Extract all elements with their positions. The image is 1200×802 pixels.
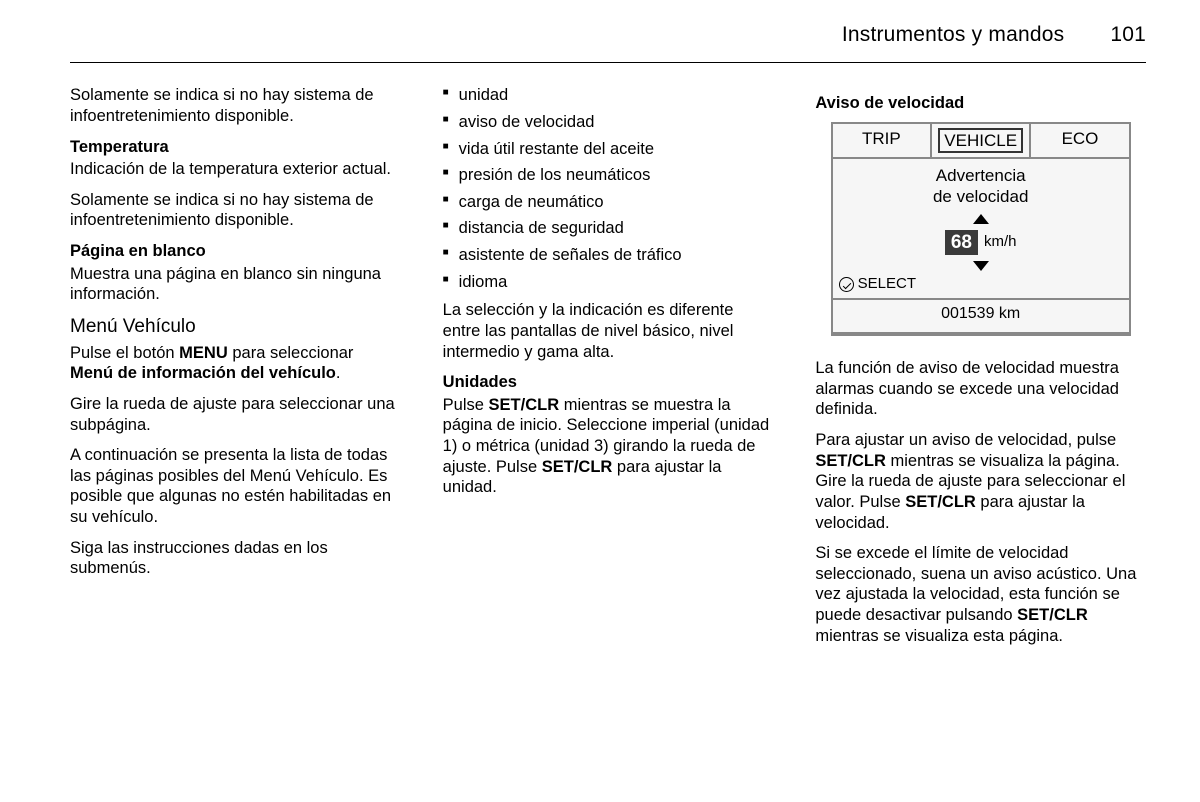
menu-button-label: MENU bbox=[179, 344, 228, 362]
heading-menu-vehiculo: Menú Vehículo bbox=[70, 315, 401, 339]
siga-instrucciones-text: Siga las instrucciones dadas en los subm… bbox=[70, 538, 401, 579]
check-icon bbox=[839, 277, 854, 292]
tab-trip: TRIP bbox=[833, 124, 932, 157]
list-item: asistente de señales de tráfico bbox=[443, 245, 774, 266]
display-title-2: de velocidad bbox=[833, 186, 1129, 207]
display-tabs: TRIP VEHICLE ECO bbox=[833, 124, 1129, 159]
unidades-text: Pulse SET/CLR mientras se muestra la pág… bbox=[443, 395, 774, 498]
lista-paginas-text: A continuación se presenta la lista de t… bbox=[70, 445, 401, 528]
display-illustration: TRIP VEHICLE ECO Advertencia de velocida… bbox=[815, 118, 1146, 340]
arrow-down-icon bbox=[973, 261, 989, 271]
arrow-up-icon bbox=[973, 214, 989, 224]
list-item: carga de neumático bbox=[443, 192, 774, 213]
heading-aviso-velocidad: Aviso de velocidad bbox=[815, 93, 1146, 114]
setclr-label: SET/CLR bbox=[905, 493, 976, 511]
select-label: SELECT bbox=[858, 275, 916, 294]
speed-unit: km/h bbox=[984, 233, 1017, 252]
intro-paragraph: Solamente se indica si no hay sistema de… bbox=[70, 85, 401, 126]
list-item: aviso de velocidad bbox=[443, 112, 774, 133]
gire-rueda-text: Gire la rueda de ajuste para seleccionar… bbox=[70, 394, 401, 435]
content-columns: Solamente se indica si no hay sistema de… bbox=[70, 85, 1146, 656]
temperatura-text-1: Indicación de la temperatura exterior ac… bbox=[70, 159, 401, 180]
list-item: idioma bbox=[443, 272, 774, 293]
setclr-label: SET/CLR bbox=[1017, 606, 1088, 624]
column-1: Solamente se indica si no hay sistema de… bbox=[70, 85, 401, 656]
setclr-label: SET/CLR bbox=[542, 458, 613, 476]
list-item: vida útil restante del aceite bbox=[443, 139, 774, 160]
aviso-funcion-text: La función de aviso de velocidad muestra… bbox=[815, 358, 1146, 420]
aviso-excede-text: Si se excede el límite de velocidad sele… bbox=[815, 543, 1146, 646]
page-header: Instrumentos y mandos 101 bbox=[70, 22, 1146, 63]
page-number: 101 bbox=[1110, 22, 1146, 48]
aviso-ajustar-text: Para ajustar un aviso de velocidad, puls… bbox=[815, 430, 1146, 533]
tab-eco: ECO bbox=[1031, 124, 1128, 157]
setclr-label: SET/CLR bbox=[489, 396, 560, 414]
list-item: presión de los neumáticos bbox=[443, 165, 774, 186]
menu-vehiculo-instruction: Pulse el botón MENU para seleccionar Men… bbox=[70, 343, 401, 384]
pagina-blanco-text: Muestra una página en blanco sin ninguna… bbox=[70, 264, 401, 305]
display-body: Advertencia de velocidad 68 km/h bbox=[833, 159, 1129, 334]
header-title: Instrumentos y mandos bbox=[842, 23, 1064, 46]
select-row: SELECT bbox=[833, 273, 1129, 300]
heading-pagina-blanco: Página en blanco bbox=[70, 241, 401, 262]
tab-vehicle: VEHICLE bbox=[932, 124, 1031, 157]
list-item: distancia de seguridad bbox=[443, 218, 774, 239]
heading-unidades: Unidades bbox=[443, 372, 774, 393]
menu-items-list: unidad aviso de velocidad vida útil rest… bbox=[443, 85, 774, 292]
column-3: Aviso de velocidad TRIP VEHICLE ECO Adve… bbox=[815, 85, 1146, 656]
display-panel: TRIP VEHICLE ECO Advertencia de velocida… bbox=[831, 122, 1131, 336]
setclr-label: SET/CLR bbox=[815, 452, 886, 470]
seleccion-indicacion-text: La selección y la indicación es diferent… bbox=[443, 300, 774, 362]
column-2: unidad aviso de velocidad vida útil rest… bbox=[443, 85, 774, 656]
display-title-1: Advertencia bbox=[833, 165, 1129, 186]
speed-value: 68 bbox=[945, 230, 978, 256]
temperatura-text-2: Solamente se indica si no hay sistema de… bbox=[70, 190, 401, 231]
list-item: unidad bbox=[443, 85, 774, 106]
odometer: 001539 km bbox=[833, 300, 1129, 328]
heading-temperatura: Temperatura bbox=[70, 137, 401, 158]
